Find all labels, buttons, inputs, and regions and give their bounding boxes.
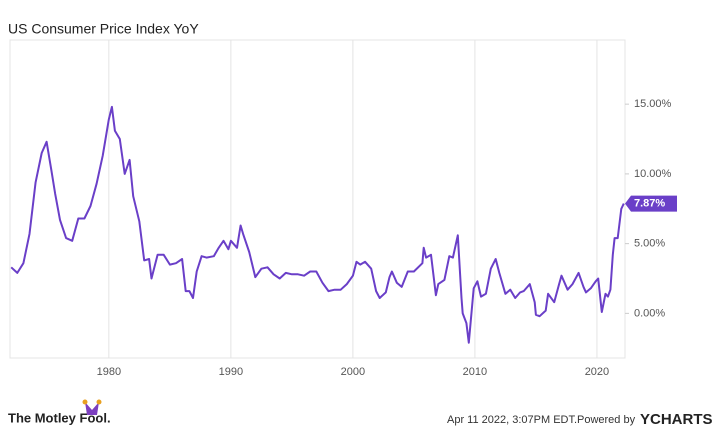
y-tick-label: 10.00% — [634, 168, 672, 180]
brand: The Motley Fool. — [8, 410, 111, 425]
x-tick-label: 1990 — [219, 366, 243, 378]
x-tick-label: 2000 — [341, 366, 365, 378]
chart-title: US Consumer Price Index YoY — [8, 21, 199, 37]
y-tick-label: 0.00% — [634, 307, 665, 319]
powered-by: Powered by — [577, 414, 636, 426]
y-tick-label: 15.00% — [634, 98, 672, 110]
last-value-flag — [625, 195, 677, 212]
x-tick-label: 2010 — [463, 366, 487, 378]
provider: YCHARTS — [640, 411, 713, 428]
x-tick-label: 1980 — [97, 366, 121, 378]
y-tick-label: 5.00% — [634, 238, 665, 250]
timestamp: Apr 11 2022, 3:07PM EDT. — [447, 414, 577, 426]
x-tick-label: 2020 — [585, 366, 609, 378]
plot-frame — [9, 39, 626, 359]
logo-icon — [82, 399, 102, 415]
last-value-label: 7.87% — [634, 198, 665, 210]
line-series — [10, 105, 625, 344]
